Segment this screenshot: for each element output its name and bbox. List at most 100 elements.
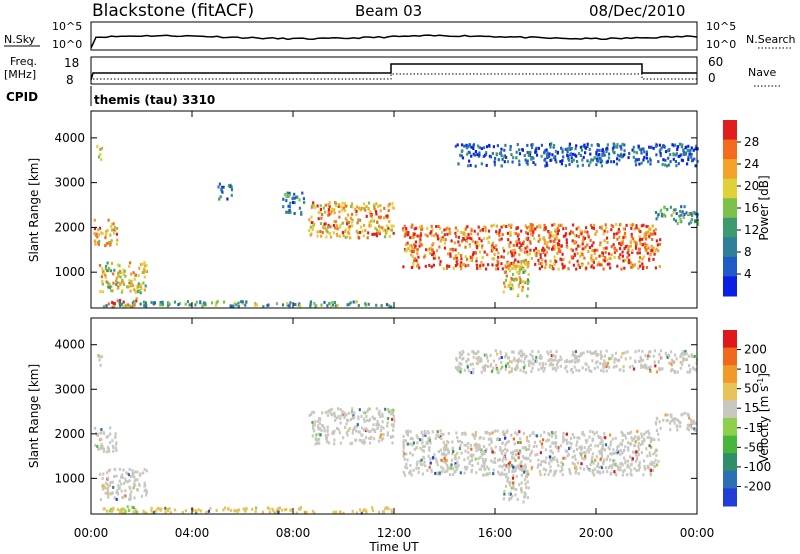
heatmap-cell (449, 231, 452, 235)
heatmap-cell (609, 452, 612, 456)
heatmap-cell (599, 441, 602, 445)
heatmap-cell (632, 145, 635, 149)
heatmap-cell (485, 145, 489, 149)
heatmap-cell (594, 350, 597, 354)
heatmap-cell (687, 414, 690, 418)
heatmap-cell (350, 441, 354, 445)
heatmap-cell (619, 452, 622, 456)
heatmap-cell (486, 365, 489, 369)
heatmap-cell (673, 371, 677, 374)
heatmap-cell (541, 365, 544, 369)
heatmap-cell (145, 469, 148, 473)
heatmap-cell (554, 442, 557, 446)
heatmap-cell (512, 483, 515, 487)
heatmap-cell (471, 253, 475, 257)
heatmap-cell (200, 509, 203, 513)
heatmap-cell (650, 460, 653, 464)
heatmap-cell (430, 470, 433, 474)
heatmap-cell (642, 223, 645, 227)
heatmap-cell (335, 416, 338, 420)
heatmap-cell (473, 436, 476, 440)
heatmap-cell (311, 509, 314, 513)
heatmap-cell (323, 429, 326, 433)
heatmap-cell (623, 231, 627, 235)
heatmap-cell (123, 269, 126, 273)
heatmap-cell (591, 351, 595, 355)
heatmap-cell (674, 219, 677, 223)
velocity-colorbar-label-sup: -1 (756, 378, 765, 386)
heatmap-cell (534, 150, 537, 154)
heatmap-cell (545, 161, 548, 165)
heatmap-cell (197, 508, 200, 512)
heatmap-cell (102, 447, 105, 451)
heatmap-cell (443, 241, 446, 245)
heatmap-cell (512, 481, 516, 485)
heatmap-cell (410, 253, 413, 257)
heatmap-cell (122, 300, 125, 304)
heatmap-cell (588, 468, 591, 472)
heatmap-cell (652, 354, 655, 358)
heatmap-cell (254, 303, 257, 307)
heatmap-cell (605, 226, 608, 230)
heatmap-cell (105, 509, 109, 513)
heatmap-cell (411, 437, 414, 441)
heatmap-cell (641, 237, 644, 241)
heatmap-cell (585, 440, 588, 444)
heatmap-cell (531, 233, 534, 237)
heatmap-cell (518, 285, 521, 289)
heatmap-cell (593, 252, 596, 255)
heatmap-cell (496, 438, 499, 442)
heatmap-cell (463, 144, 466, 148)
heatmap-cell (522, 259, 525, 263)
heatmap-cell (375, 228, 379, 232)
heatmap-cell (555, 434, 558, 438)
heatmap-cell (233, 509, 236, 513)
heatmap-cell (427, 437, 430, 441)
heatmap-cell (460, 263, 463, 267)
heatmap-cell (607, 446, 610, 450)
heatmap-cell (333, 211, 336, 215)
heatmap-cell (634, 244, 638, 248)
heatmap-cell (220, 187, 223, 191)
heatmap-cell (645, 153, 648, 156)
heatmap-cell (522, 353, 525, 356)
heatmap-cell (671, 143, 674, 147)
heatmap-cell (492, 468, 495, 472)
heatmap-cell (543, 223, 546, 227)
heatmap-cell (550, 434, 553, 438)
heatmap-cell (429, 251, 432, 255)
heatmap-cell (153, 301, 156, 305)
heatmap-cell (551, 431, 554, 434)
heatmap-cell (334, 226, 337, 230)
heatmap-cell (242, 507, 245, 511)
heatmap-cell (134, 510, 138, 514)
heatmap-cell (593, 367, 596, 370)
heatmap-cell (649, 253, 652, 257)
heatmap-cell (319, 204, 322, 208)
velocity-colorbar-label-main: Velocity [m s (757, 386, 771, 463)
heatmap-cell (390, 508, 393, 512)
heatmap-cell (391, 202, 394, 206)
heatmap-cell (358, 438, 361, 442)
heatmap-cell (662, 213, 665, 217)
heatmap-cell (546, 154, 549, 158)
heatmap-cell (447, 448, 450, 452)
heatmap-cell (523, 261, 526, 265)
heatmap-cell (504, 364, 508, 368)
heatmap-cell (452, 473, 455, 476)
heatmap-cell (457, 162, 460, 166)
heatmap-cell (549, 159, 552, 162)
heatmap-cell (439, 263, 442, 266)
heatmap-cell (491, 246, 494, 250)
heatmap-cell (526, 245, 529, 249)
heatmap-cell (480, 448, 483, 452)
heatmap-cell (363, 417, 366, 421)
colorbar-tick-label: -200 (744, 479, 771, 493)
heatmap-cell (513, 253, 516, 257)
heatmap-cell (427, 439, 430, 443)
heatmap-cell (509, 461, 512, 464)
heatmap-cell (515, 368, 518, 372)
heatmap-cell (523, 495, 526, 499)
heatmap-cell (415, 446, 418, 450)
heatmap-cell (363, 439, 366, 442)
